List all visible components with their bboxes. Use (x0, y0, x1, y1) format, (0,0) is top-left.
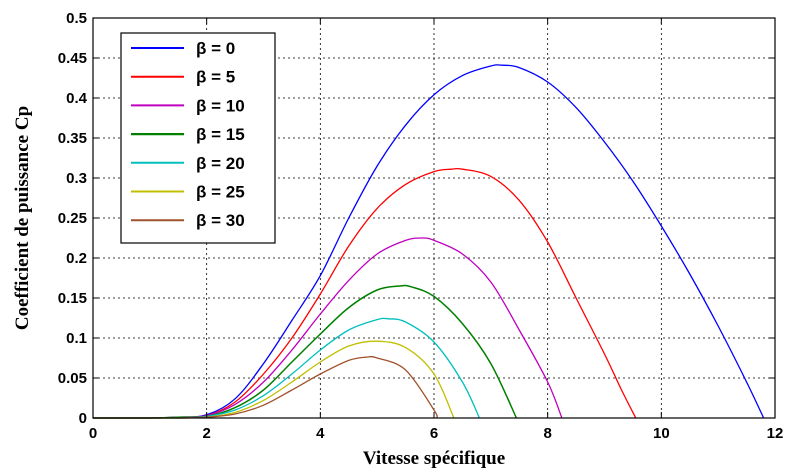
legend-label: β = 0 (196, 39, 235, 58)
y-tick-label: 0.1 (66, 330, 87, 347)
series-line (93, 340, 455, 419)
legend-label: β = 10 (196, 96, 245, 115)
series-line (93, 284, 518, 419)
y-tick-label: 0.25 (58, 210, 87, 227)
y-tick-label: 0.3 (66, 170, 87, 187)
y-tick-label: 0.4 (66, 90, 88, 107)
legend-label: β = 5 (196, 68, 235, 87)
x-tick-label: 12 (767, 425, 784, 442)
tick-labels: 0 2 4 6 8 10 12 0 0.05 0.1 0.15 0.2 0.25 0.3 0.35 0.4 0.… (58, 10, 784, 442)
series-line (93, 64, 765, 419)
x-tick-label: 8 (543, 425, 551, 442)
x-tick-label: 10 (653, 425, 670, 442)
y-tick-label: 0.05 (58, 370, 87, 387)
legend-label: β = 30 (196, 211, 245, 230)
y-tick-label: 0.5 (66, 10, 87, 27)
y-tick-label: 0.35 (58, 130, 87, 147)
legend-label: β = 25 (196, 183, 245, 202)
legend-label: β = 20 (196, 154, 245, 173)
y-tick-label: 0.2 (66, 250, 87, 267)
tick-marks (92, 17, 776, 419)
series-line (93, 356, 438, 419)
x-tick-label: 6 (430, 425, 438, 442)
x-axis-label: Vitesse spécifique (363, 448, 505, 469)
x-tick-label: 4 (316, 425, 325, 442)
y-tick-label: 0 (79, 410, 87, 427)
y-tick-label: 0.45 (58, 50, 87, 67)
legend-box (120, 32, 276, 244)
legend-label: β = 15 (196, 125, 245, 144)
y-tick-label: 0.15 (58, 290, 87, 307)
legend: β = 0 β = 5 β = 10 β = 15 β = 20 β = 25 β = 30 (120, 32, 276, 244)
x-tick-label: 0 (89, 425, 97, 442)
x-tick-label: 2 (202, 425, 210, 442)
y-axis-label: Coefficient de puissance Cp (12, 106, 33, 330)
